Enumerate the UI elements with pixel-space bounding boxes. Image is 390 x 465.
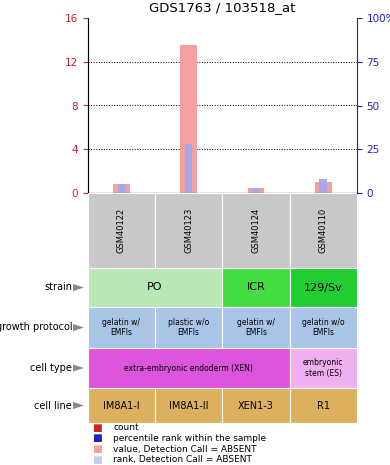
Bar	[319, 179, 327, 193]
Text: cell type: cell type	[30, 363, 72, 373]
Bar	[88, 348, 290, 388]
Bar	[88, 268, 222, 307]
Text: R1: R1	[317, 400, 330, 411]
Text: ■: ■	[92, 433, 101, 443]
Polygon shape	[73, 402, 84, 409]
Text: GSM40122: GSM40122	[117, 208, 126, 253]
Bar	[155, 193, 222, 268]
Text: value, Detection Call = ABSENT: value, Detection Call = ABSENT	[113, 445, 257, 453]
Text: plastic w/o
EMFls: plastic w/o EMFls	[168, 318, 209, 337]
Text: ■: ■	[92, 444, 101, 454]
Text: ICR: ICR	[246, 283, 265, 292]
Text: cell line: cell line	[34, 400, 72, 411]
Bar	[155, 388, 222, 423]
Text: XEN1-3: XEN1-3	[238, 400, 274, 411]
Text: ■: ■	[92, 423, 101, 432]
Bar	[88, 388, 155, 423]
Bar	[290, 348, 357, 388]
Bar	[222, 268, 290, 307]
Polygon shape	[73, 284, 84, 291]
Text: ■: ■	[92, 455, 101, 465]
Polygon shape	[73, 324, 84, 331]
Bar	[248, 187, 264, 193]
Bar	[118, 184, 125, 193]
Text: percentile rank within the sample: percentile rank within the sample	[113, 434, 266, 443]
Text: strain: strain	[44, 283, 72, 292]
Text: gelatin w/
EMFls: gelatin w/ EMFls	[103, 318, 140, 337]
Bar	[290, 388, 357, 423]
Text: IM8A1-II: IM8A1-II	[169, 400, 208, 411]
Bar	[88, 193, 155, 268]
Title: GDS1763 / 103518_at: GDS1763 / 103518_at	[149, 1, 296, 14]
Bar	[222, 307, 290, 348]
Text: IM8A1-I: IM8A1-I	[103, 400, 140, 411]
Text: gelatin w/o
EMFls: gelatin w/o EMFls	[302, 318, 344, 337]
Bar	[290, 268, 357, 307]
Bar	[88, 307, 155, 348]
Bar	[222, 193, 290, 268]
Text: rank, Detection Call = ABSENT: rank, Detection Call = ABSENT	[113, 455, 252, 464]
Text: gelatin w/
EMFls: gelatin w/ EMFls	[237, 318, 275, 337]
Bar	[222, 388, 290, 423]
Bar	[180, 46, 197, 193]
Bar	[290, 307, 357, 348]
Polygon shape	[73, 365, 84, 372]
Text: GSM40110: GSM40110	[319, 208, 328, 253]
Bar	[290, 193, 357, 268]
Bar	[185, 144, 192, 193]
Text: count: count	[113, 423, 139, 432]
Bar	[155, 307, 222, 348]
Text: embryonic
stem (ES): embryonic stem (ES)	[303, 359, 344, 378]
Text: GSM40123: GSM40123	[184, 208, 193, 253]
Text: 129/Sv: 129/Sv	[304, 283, 342, 292]
Text: PO: PO	[147, 283, 163, 292]
Text: GSM40124: GSM40124	[252, 208, 261, 253]
Bar	[252, 188, 260, 193]
Text: extra-embryonic endoderm (XEN): extra-embryonic endoderm (XEN)	[124, 364, 253, 372]
Text: growth protocol: growth protocol	[0, 323, 72, 332]
Bar	[113, 184, 130, 193]
Bar	[315, 182, 332, 193]
